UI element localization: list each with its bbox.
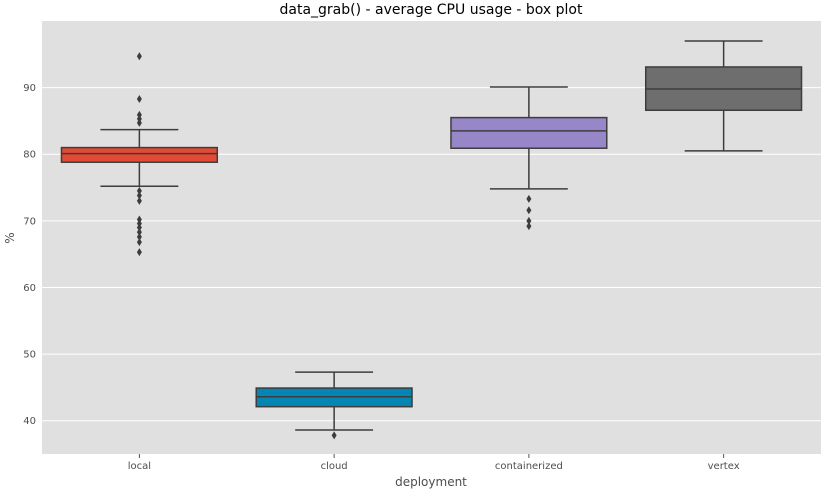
box-iqr xyxy=(60,146,219,163)
box-local xyxy=(60,52,219,257)
box-cloud xyxy=(255,371,413,440)
box-vertex xyxy=(644,40,803,152)
outlier-point xyxy=(136,228,142,237)
x-tick-label: local xyxy=(128,461,151,472)
x-axis-ticks: local cloud containerized vertex xyxy=(128,454,740,472)
y-tick-label: 80 xyxy=(23,150,36,161)
box-iqr xyxy=(450,116,608,149)
outlier-point xyxy=(331,431,337,440)
y-axis-ticks: 40 50 60 70 80 90 xyxy=(23,83,36,427)
outlier-point xyxy=(526,216,532,225)
outlier-point xyxy=(136,191,142,200)
outlier-point xyxy=(136,196,142,205)
outlier-point xyxy=(526,222,532,231)
outlier-point xyxy=(136,238,142,247)
outlier-point xyxy=(136,118,142,127)
y-tick-label: 90 xyxy=(23,83,36,94)
outlier-point xyxy=(526,194,532,203)
outlier-point xyxy=(136,186,142,195)
boxes xyxy=(60,40,803,440)
y-tick-label: 70 xyxy=(23,216,36,227)
outlier-point xyxy=(136,94,142,103)
x-tick-label: vertex xyxy=(708,461,740,472)
y-tick-label: 60 xyxy=(23,283,36,294)
x-axis-label: deployment xyxy=(395,475,467,489)
outlier-point xyxy=(136,52,142,61)
y-axis-label: % xyxy=(3,232,17,243)
y-tick-label: 40 xyxy=(23,416,36,427)
x-tick-label: containerized xyxy=(495,461,563,472)
chart-title: data_grab() - average CPU usage - box pl… xyxy=(280,2,583,18)
outlier-point xyxy=(526,206,532,215)
outlier-point xyxy=(136,248,142,257)
outlier-point xyxy=(136,232,142,241)
outlier-point xyxy=(136,223,142,232)
y-tick-label: 50 xyxy=(23,350,36,361)
x-tick-label: cloud xyxy=(321,461,348,472)
box-containerized xyxy=(450,86,608,231)
